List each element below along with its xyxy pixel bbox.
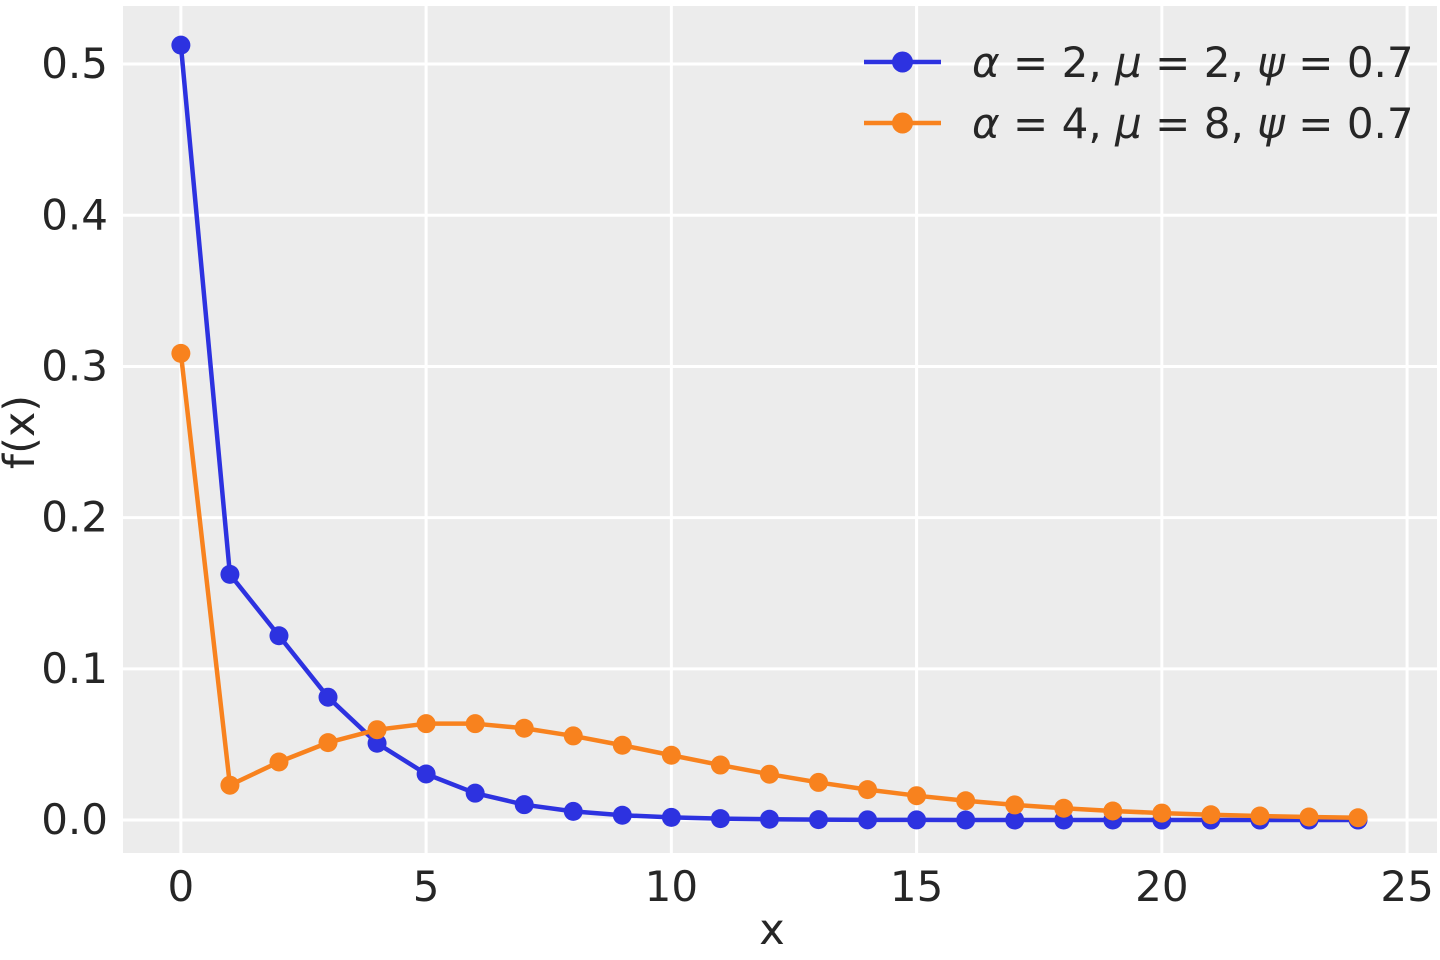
data-point-marker (858, 810, 878, 830)
data-point-marker (1299, 807, 1319, 827)
data-point-marker (956, 810, 976, 830)
data-point-marker (612, 805, 632, 825)
y-tick-label: 0.4 (41, 190, 108, 239)
y-tick-label: 0.3 (41, 341, 108, 390)
data-point-marker (710, 809, 730, 829)
data-point-marker (661, 807, 681, 827)
data-point-marker (809, 810, 829, 830)
legend-item: α = 2, μ = 2, ψ = 0.7 (864, 38, 1414, 87)
data-point-marker (907, 810, 927, 830)
data-point-marker (465, 783, 485, 803)
x-axis-label: x (759, 905, 784, 955)
data-point-marker (269, 752, 289, 772)
data-point-marker (1005, 810, 1025, 830)
x-tick-label: 20 (1135, 862, 1188, 911)
data-point-marker (907, 786, 927, 806)
data-point-marker (563, 726, 583, 746)
data-point-marker (858, 780, 878, 800)
data-point-marker (809, 772, 829, 792)
legend-label: α = 4, μ = 8, ψ = 0.7 (972, 99, 1414, 148)
data-point-marker (318, 687, 338, 707)
legend-item: α = 4, μ = 8, ψ = 0.7 (864, 99, 1414, 148)
legend: α = 2, μ = 2, ψ = 0.7 α = 4, μ = 8, ψ = 0… (864, 38, 1414, 148)
y-tick-label: 0.1 (41, 644, 108, 693)
y-tick-label: 0.2 (41, 493, 108, 542)
x-tick-label: 0 (168, 862, 195, 911)
x-tick-label: 10 (645, 862, 698, 911)
data-point-marker (710, 755, 730, 775)
data-point-marker (220, 564, 240, 584)
legend-label: α = 2, μ = 2, ψ = 0.7 (972, 38, 1414, 87)
data-point-marker (759, 809, 779, 829)
data-point-marker (416, 714, 436, 734)
x-tick-label: 15 (890, 862, 943, 911)
data-point-marker (563, 801, 583, 821)
data-point-marker (1054, 798, 1074, 818)
data-point-marker (1250, 806, 1270, 826)
data-point-marker (171, 343, 191, 363)
data-point-marker (367, 733, 387, 753)
x-tick-label: 5 (413, 862, 440, 911)
x-tick-label: 25 (1380, 862, 1433, 911)
data-point-marker (612, 735, 632, 755)
data-point-marker (269, 626, 289, 646)
data-point-marker (416, 764, 436, 784)
data-point-marker (1152, 803, 1172, 823)
data-point-marker (367, 720, 387, 740)
data-point-marker (220, 775, 240, 795)
data-point-marker (1005, 795, 1025, 815)
y-tick-label: 0.5 (41, 39, 108, 88)
y-axis-label: f(x) (0, 395, 45, 469)
data-point-marker (171, 35, 191, 55)
data-point-marker (318, 733, 338, 753)
legend-marker (892, 51, 913, 73)
data-point-marker (514, 718, 534, 738)
data-point-marker (1103, 801, 1123, 821)
data-point-marker (1201, 805, 1221, 825)
y-tick-label: 0.0 (41, 795, 108, 844)
legend-marker (892, 112, 913, 134)
data-point-marker (956, 791, 976, 811)
data-point-marker (465, 714, 485, 734)
data-point-marker (661, 745, 681, 765)
data-point-marker (514, 795, 534, 815)
data-point-marker (1348, 808, 1368, 828)
data-point-marker (759, 764, 779, 784)
